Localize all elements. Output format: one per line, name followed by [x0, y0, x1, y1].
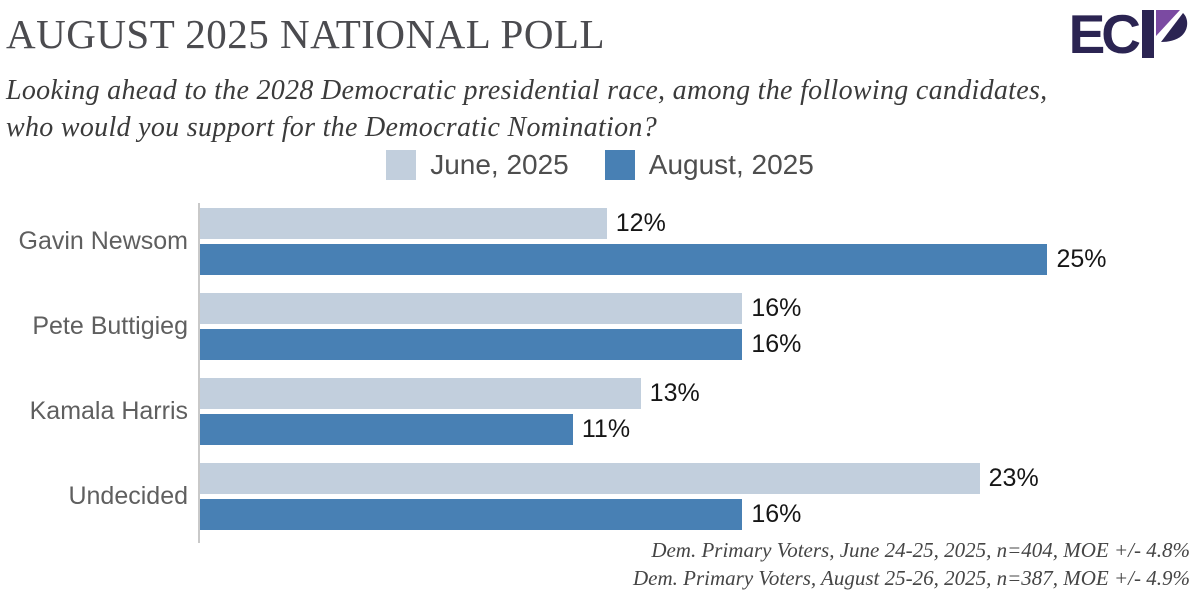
logo-ec-text: EC	[1068, 3, 1141, 65]
category-label: Gavin Newsom	[18, 227, 189, 255]
bar-june	[200, 378, 641, 409]
page-title: AUGUST 2025 NATIONAL POLL	[6, 11, 606, 57]
plot-area-row: 16% 16%	[198, 288, 1200, 373]
legend-swatch	[386, 150, 417, 180]
bar-line: 23%	[200, 463, 1200, 494]
bar-line: 25%	[200, 244, 1200, 275]
poll-question: Looking ahead to the 2028 Democratic pre…	[6, 72, 1047, 146]
bar-august	[200, 244, 1048, 275]
plot-area-row: 12% 25%	[198, 203, 1200, 288]
bar-june	[200, 293, 743, 324]
category-label: Kamala Harris	[29, 397, 188, 425]
chart-row: Undecided 23% 16%	[0, 458, 1200, 543]
poll-question-line1: Looking ahead to the 2028 Democratic pre…	[6, 75, 1048, 106]
source-note: Dem. Primary Voters, June 24-25, 2025, n…	[633, 536, 1190, 592]
bar-line: 13%	[200, 378, 1200, 409]
legend-label: June, 2025	[430, 149, 569, 180]
bar-line: 12%	[200, 208, 1200, 239]
bar-august	[200, 414, 573, 445]
bar-line: 16%	[200, 293, 1200, 324]
legend-item: June, 2025	[386, 149, 569, 181]
chart-row: Gavin Newsom 12% 25%	[0, 203, 1200, 288]
bar-june	[200, 208, 607, 239]
bar-june	[200, 463, 980, 494]
value-label: 12%	[615, 209, 666, 237]
logo-p-icon	[1142, 10, 1188, 58]
legend-swatch	[604, 150, 635, 180]
value-label: 16%	[751, 294, 802, 322]
plot-area-row: 23% 16%	[198, 458, 1200, 543]
chart-row: Kamala Harris 13% 11%	[0, 373, 1200, 458]
source-note-june: Dem. Primary Voters, June 24-25, 2025, n…	[651, 538, 1190, 562]
chart-row: Pete Buttigieg 16% 16%	[0, 288, 1200, 373]
chart-legend: June, 2025 August, 2025	[0, 149, 1200, 181]
bar-line: 11%	[200, 414, 1200, 445]
value-label: 23%	[988, 464, 1039, 492]
bar-chart: Gavin Newsom 12% 25% Pete Buttigieg 16% 16% Ka…	[0, 203, 1200, 543]
value-label: 13%	[649, 379, 700, 407]
value-label: 25%	[1056, 245, 1107, 273]
bar-line: 16%	[200, 329, 1200, 360]
category-label: Undecided	[68, 482, 188, 510]
legend-label: August, 2025	[648, 149, 814, 180]
bar-line: 16%	[200, 499, 1200, 530]
source-note-august: Dem. Primary Voters, August 25-26, 2025,…	[633, 566, 1190, 590]
value-label: 16%	[751, 330, 802, 358]
ecp-logo: EC	[1068, 3, 1188, 65]
legend-item: August, 2025	[604, 149, 814, 181]
poll-question-line2: who would you support for the Democratic…	[6, 112, 658, 143]
bar-august	[200, 499, 743, 530]
plot-area-row: 13% 11%	[198, 373, 1200, 458]
value-label: 16%	[751, 500, 802, 528]
value-label: 11%	[581, 415, 631, 443]
category-label: Pete Buttigieg	[32, 312, 188, 340]
bar-august	[200, 329, 743, 360]
